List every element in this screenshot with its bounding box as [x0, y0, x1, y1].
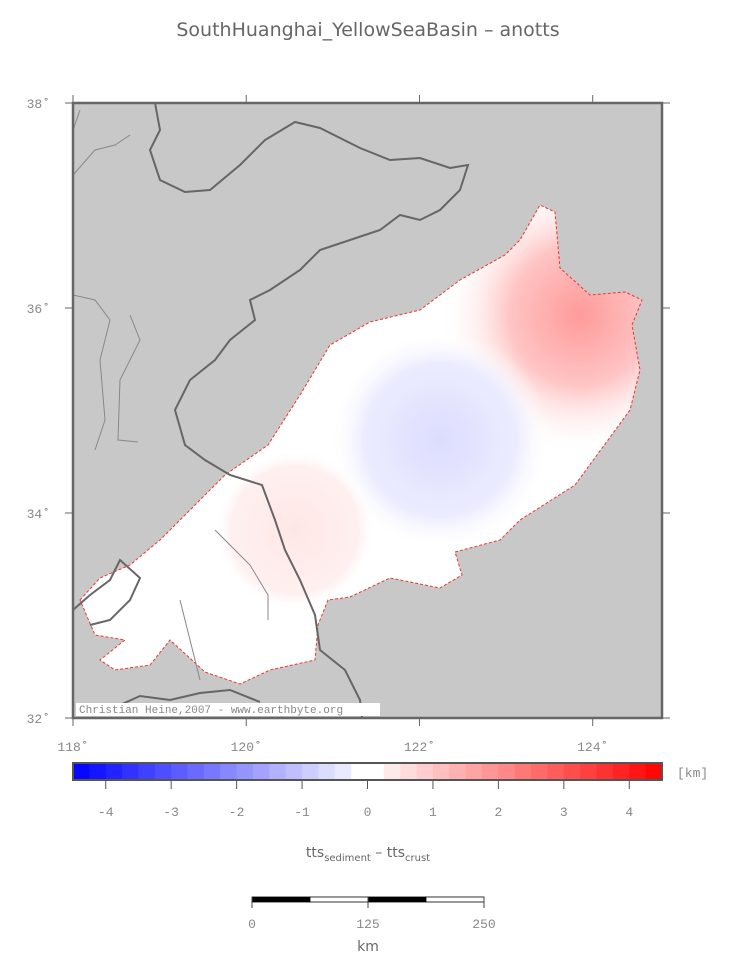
lat-tick-label: 34˚	[27, 507, 50, 522]
lat-tick-label: 32˚	[27, 712, 50, 727]
colorbar-cell	[334, 763, 352, 780]
colorbar-cell	[154, 763, 172, 780]
colorbar-cell	[531, 763, 548, 780]
colorbar-cell	[449, 763, 467, 780]
colorbar-frame	[72, 762, 663, 781]
colorbar-cell	[252, 763, 270, 780]
colorbar-cell	[465, 763, 483, 780]
colorbar-cell	[220, 763, 238, 780]
lat-tick-label: 36˚	[27, 302, 50, 317]
colorbar-tick-label: -4	[98, 805, 114, 820]
quantity-sub: sediment	[324, 853, 371, 864]
lon-tick-label: 120˚	[231, 740, 262, 755]
colorbar-cell	[482, 763, 499, 780]
credit: Christian Heine,2007 - www.earthbyte.org	[79, 705, 343, 717]
scale-unit: km	[357, 939, 379, 955]
colorbar-cell	[612, 763, 630, 780]
map-title: SouthHuanghai_YellowSeaBasin – anotts	[176, 19, 559, 41]
colorbar-cell	[105, 763, 123, 780]
scale-bar: 0 125 250	[248, 896, 496, 932]
colorbar-cell	[596, 763, 614, 780]
colorbar-cell	[645, 763, 663, 780]
map-area: Christian Heine,2007 - www.earthbyte.org	[73, 103, 662, 718]
scale-segment	[251, 896, 311, 903]
colorbar-cell	[269, 763, 287, 780]
colorbar-cell	[498, 763, 516, 780]
colorbar-tick-label: -3	[163, 805, 179, 820]
quantity-sub: crust	[405, 853, 430, 864]
colorbar-cell	[138, 763, 156, 780]
colorbar-tick-label: -1	[294, 805, 310, 820]
colorbar-cell	[432, 763, 450, 780]
colorbar-tick-label: -2	[229, 805, 245, 820]
colorbar-cell	[416, 763, 434, 780]
colorbar-cell	[580, 763, 598, 780]
scale-segment	[309, 896, 369, 903]
colorbar-tick-label: 0	[364, 805, 372, 820]
colorbar-cell	[203, 763, 221, 780]
colorbar-cell	[629, 763, 647, 780]
quantity-part: tts	[306, 845, 324, 861]
colorbar-cell	[302, 763, 319, 780]
coastline	[73, 558, 261, 706]
colorbar-tick-label: 4	[625, 805, 633, 820]
colorbar	[73, 763, 663, 780]
colorbar-cell	[285, 763, 303, 780]
scale-segment	[367, 896, 427, 903]
colorbar-cell	[351, 763, 368, 780]
colorbar-cell	[400, 763, 418, 780]
colorbar-cell	[318, 763, 336, 780]
colorbar-cell	[236, 763, 254, 780]
colorbar-cell	[89, 763, 107, 780]
credit-box	[76, 703, 380, 716]
colorbar-cell	[171, 763, 189, 780]
colorbar-cell	[383, 763, 401, 780]
lon-tick-label: 124˚	[577, 740, 608, 755]
river	[73, 109, 269, 681]
colorbar-cell	[187, 763, 205, 780]
colorbar-tick-label: 2	[494, 805, 502, 820]
colorbar-tick-label: 3	[560, 805, 568, 820]
colorbar-cell	[563, 763, 581, 780]
quantity-part: – tts	[371, 845, 405, 861]
quantity-label: ttssediment – ttscrust	[306, 845, 430, 864]
scale-segment	[425, 896, 485, 903]
colorbar-cell	[514, 763, 532, 780]
lat-tick-label: 38˚	[27, 97, 50, 112]
lon-tick-label: 118˚	[57, 740, 88, 755]
map-frame	[71, 101, 664, 720]
colorbar-tick-label: 1	[429, 805, 437, 820]
colorbar-cell	[547, 763, 565, 780]
colorbar-cell	[73, 763, 90, 780]
colorbar-unit: [km]	[677, 766, 708, 781]
scale-tick-label: 250	[472, 917, 495, 932]
lon-tick-label: 122˚	[404, 740, 435, 755]
coastline	[148, 103, 470, 718]
scale-tick-label: 125	[356, 917, 379, 932]
colorbar-cell	[367, 763, 385, 780]
colorbar-cell	[122, 763, 139, 780]
scale-tick-label: 0	[248, 917, 256, 932]
